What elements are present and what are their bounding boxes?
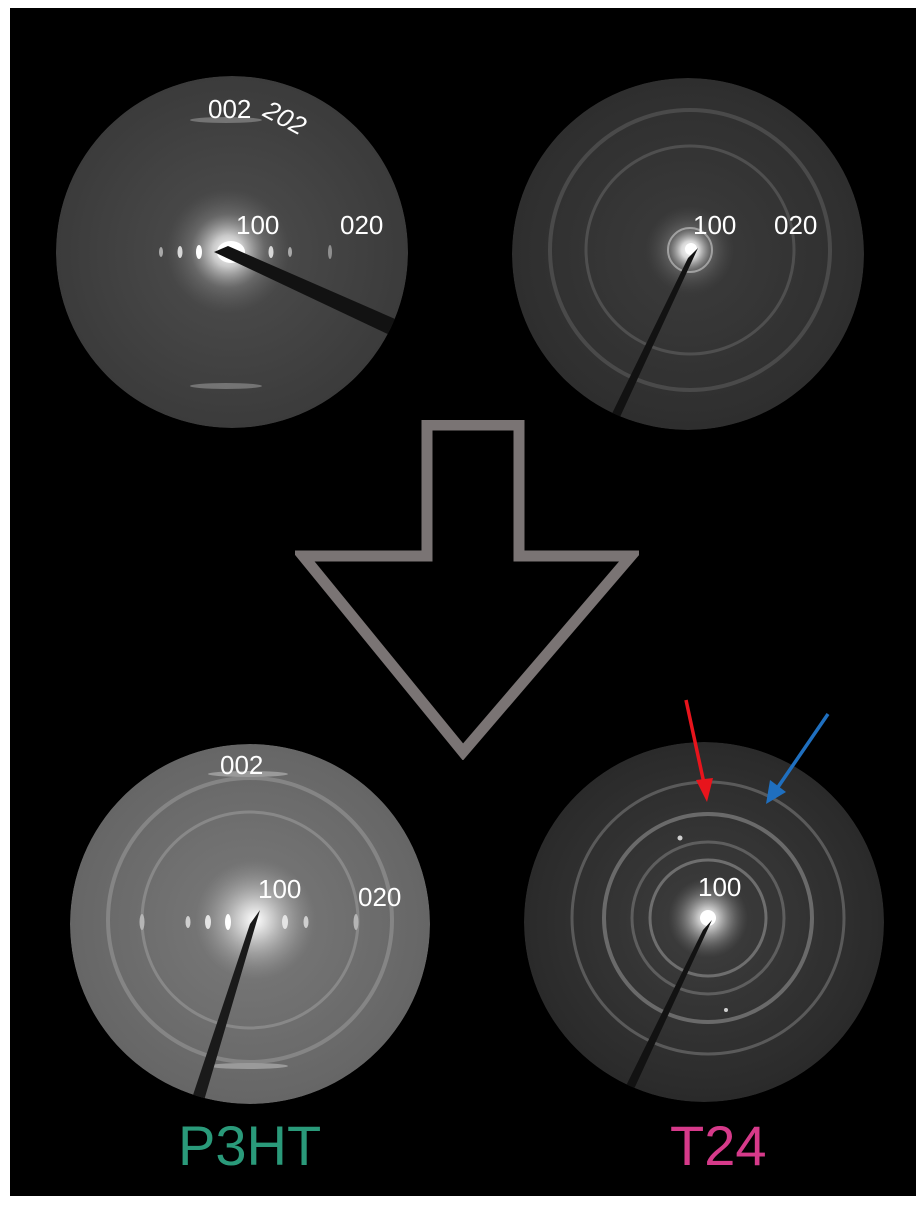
- label-020-bottom-left: 020: [358, 882, 402, 912]
- caption-p3ht: P3HT: [178, 1114, 322, 1177]
- label-002-bottom-left: 002: [220, 750, 264, 780]
- down-arrow-outline-icon: [295, 420, 639, 760]
- caption-t24: T24: [670, 1114, 767, 1177]
- figure-panel: 002 202 100 020: [10, 8, 916, 1196]
- diffraction-pattern-top-right: [512, 78, 864, 430]
- label-002-top-left: 002: [208, 94, 252, 124]
- arrow-down-left-red-icon: [684, 699, 713, 802]
- diffraction-pattern-top-left: [56, 76, 408, 428]
- label-100-top-left: 100: [236, 210, 280, 240]
- label-100-top-right: 100: [693, 210, 737, 240]
- label-100-bottom-right: 100: [698, 872, 742, 902]
- label-020-top-right: 020: [774, 210, 818, 240]
- label-100-bottom-left: 100: [258, 874, 302, 904]
- diffraction-pattern-bottom-left: [70, 744, 430, 1104]
- arrow-down-left-blue-icon: [766, 713, 830, 804]
- label-020-top-left: 020: [340, 210, 384, 240]
